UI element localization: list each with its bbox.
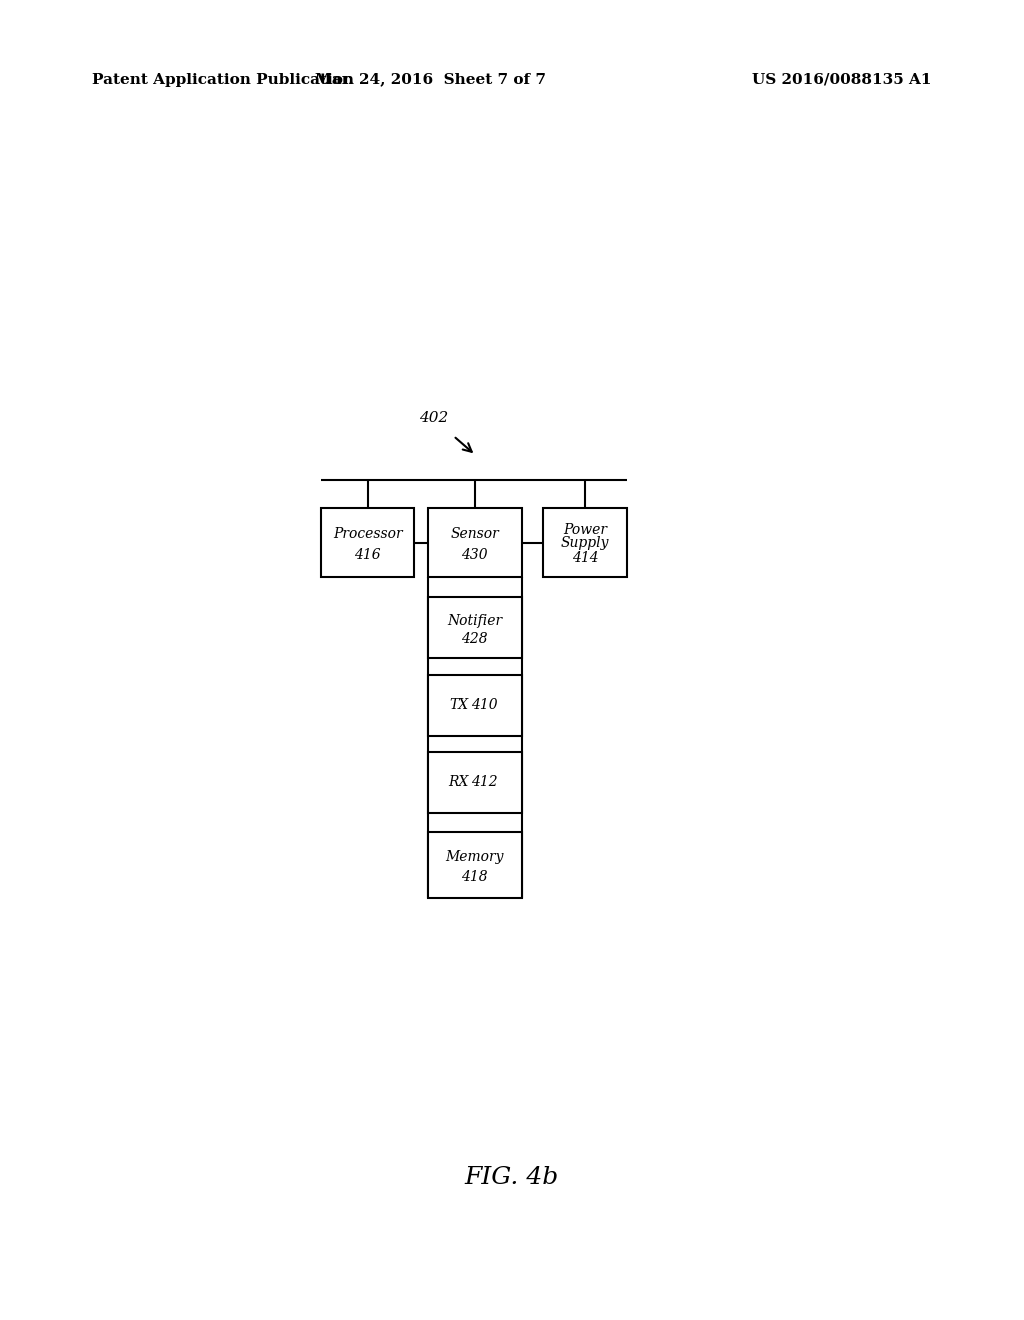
Bar	[428, 508, 521, 577]
Text: Notifier: Notifier	[447, 614, 503, 627]
Bar	[428, 832, 521, 898]
Text: 416: 416	[354, 548, 381, 562]
Text: Memory: Memory	[445, 850, 504, 863]
Text: Mar. 24, 2016  Sheet 7 of 7: Mar. 24, 2016 Sheet 7 of 7	[314, 73, 546, 87]
Text: Patent Application Publication: Patent Application Publication	[92, 73, 354, 87]
Text: FIG. 4b: FIG. 4b	[465, 1166, 559, 1189]
Text: 428: 428	[462, 632, 488, 645]
Text: 418: 418	[462, 870, 488, 883]
Text: 414: 414	[571, 550, 598, 565]
Text: 412: 412	[471, 775, 498, 789]
Bar	[544, 508, 627, 577]
Bar	[428, 598, 521, 659]
Text: TX: TX	[450, 698, 468, 713]
Bar	[428, 752, 521, 813]
Text: US 2016/0088135 A1: US 2016/0088135 A1	[753, 73, 932, 87]
Bar	[428, 675, 521, 735]
Text: Processor: Processor	[333, 527, 402, 541]
Bar	[321, 508, 415, 577]
Text: Supply: Supply	[561, 536, 609, 549]
Text: Power: Power	[563, 523, 607, 537]
Text: RX: RX	[449, 775, 468, 789]
Text: 402: 402	[419, 411, 449, 425]
Text: Sensor: Sensor	[451, 527, 499, 541]
Text: 410: 410	[471, 698, 498, 713]
Text: 430: 430	[462, 548, 488, 562]
